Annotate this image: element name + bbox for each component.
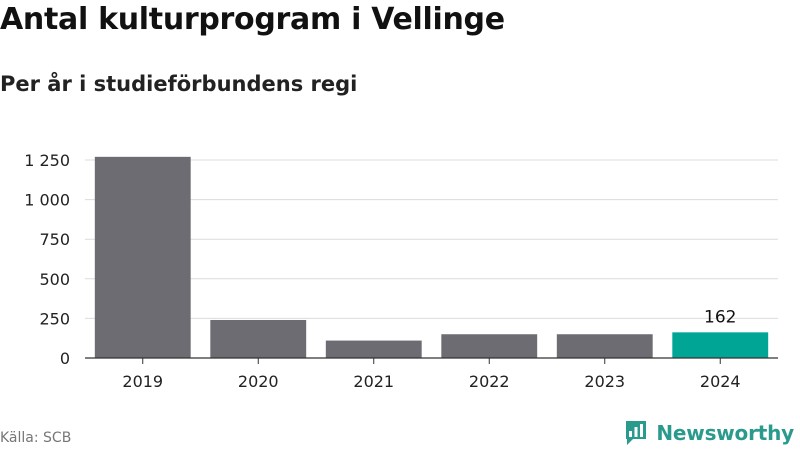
data-labels: 162 <box>704 307 736 327</box>
chart-subtitle: Per år i studieförbundens regi <box>0 72 358 96</box>
x-tick-label: 2020 <box>238 372 279 391</box>
bar <box>672 332 769 358</box>
y-tick-label: 1 250 <box>24 151 70 170</box>
x-tick-label: 2021 <box>353 372 394 391</box>
bars <box>94 156 769 358</box>
bar <box>441 334 538 358</box>
x-tick-label: 2019 <box>122 372 163 391</box>
bar <box>325 340 422 358</box>
x-axis-ticks: 2019 2020 2021 2022 2023 2024 <box>122 358 741 391</box>
brand[interactable]: Newsworthy <box>624 419 794 447</box>
grid-lines <box>85 159 778 319</box>
bar <box>210 319 307 358</box>
bar <box>556 334 653 358</box>
y-tick-label: 1 000 <box>24 191 70 210</box>
brand-name: Newsworthy <box>656 421 794 445</box>
y-tick-label: 500 <box>39 270 70 289</box>
y-tick-label: 750 <box>39 230 70 249</box>
source-note: Källa: SCB <box>0 430 72 446</box>
bar <box>94 156 191 358</box>
newsworthy-logo-icon <box>626 421 647 445</box>
x-tick-label: 2022 <box>469 372 510 391</box>
chart-title: Antal kulturprogram i Vellinge <box>0 2 505 37</box>
x-tick-label: 2024 <box>700 372 741 391</box>
data-label: 162 <box>704 307 736 327</box>
x-tick-label: 2023 <box>584 372 625 391</box>
y-tick-label: 0 <box>60 349 70 368</box>
y-tick-label: 250 <box>39 309 70 328</box>
y-axis-ticks: 0 250 500 750 1 000 1 250 <box>24 151 70 368</box>
